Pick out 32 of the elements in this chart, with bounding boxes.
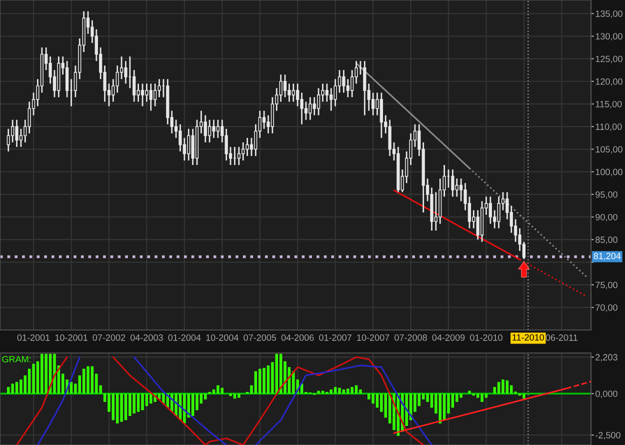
x-tick-label: 04-2009 [432, 334, 465, 341]
x-tick-label: 01-2001 [17, 334, 50, 341]
y-tick-label: 70,00 [596, 304, 618, 312]
y-tick-label: 2,203 [596, 354, 618, 362]
ref-line-label: 81,204 [594, 252, 621, 260]
annotation: GRAM: [2, 356, 31, 362]
y-tick-label: 135,00 [596, 10, 622, 18]
y-tick-label: 125,00 [596, 56, 622, 64]
x-tick-label: 01-2007 [319, 334, 352, 341]
x-tick-label: 04-2003 [130, 334, 163, 341]
y-tick-label: 85,00 [596, 236, 618, 244]
y-tick-label: 90,00 [596, 214, 618, 222]
y-tick-label: -2,500 [596, 432, 620, 440]
x-tick-label: 10-2001 [55, 334, 88, 341]
y-tick-label: 100,00 [596, 168, 622, 176]
x-tick-label: 10-2004 [206, 334, 238, 341]
x-tick-label: 04-2006 [281, 334, 314, 341]
y-tick-label: 105,00 [596, 146, 622, 154]
x-tick-label: 07-2002 [92, 334, 126, 341]
x-tick-label: 07-2008 [394, 334, 427, 341]
y-tick-label: 115,00 [596, 100, 622, 108]
y-tick-label: 95,00 [596, 191, 618, 199]
y-tick-label: 0,000 [596, 390, 618, 398]
y-tick-label: 75,00 [596, 282, 618, 290]
ref-line-label: 11-2010 [512, 334, 544, 341]
x-tick-label: 10-2007 [357, 334, 390, 341]
x-tick-label: 01-2004 [168, 334, 201, 341]
y-tick-label: 110,00 [596, 124, 622, 131]
x-tick-label: 07-2005 [244, 334, 276, 341]
y-tick-label: 130,00 [596, 33, 622, 41]
y-tick-label: 120,00 [596, 78, 622, 86]
x-tick-label: 01-2010 [470, 334, 502, 341]
